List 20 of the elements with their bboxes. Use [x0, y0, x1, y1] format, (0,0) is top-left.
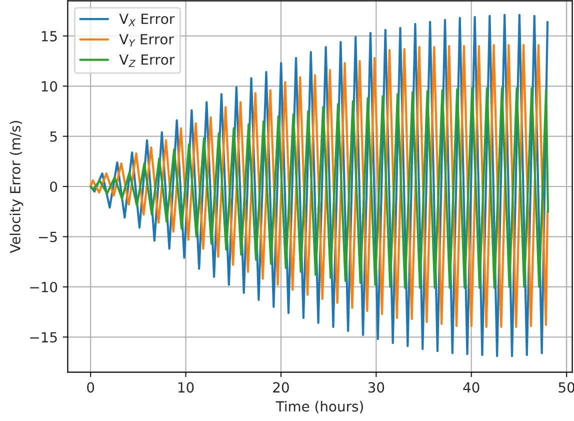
line-series — [90, 14, 549, 358]
legend-label: V$_{Y}$ Error — [119, 34, 174, 47]
y-tick-label: −15 — [30, 332, 57, 343]
y-tick-label: 10 — [42, 81, 58, 92]
x-tick-label: 30 — [368, 382, 384, 393]
y-tick-label: 0 — [50, 181, 58, 192]
x-tick-label: 20 — [273, 382, 289, 393]
line-series — [90, 87, 550, 289]
y-tick-label: 15 — [42, 31, 57, 42]
x-axis-title: Time (hours) — [276, 400, 363, 414]
x-tick-label: 10 — [178, 382, 194, 393]
y-tick-label: −10 — [30, 282, 58, 292]
legend-label: V$_{Z}$ Error — [119, 54, 175, 67]
x-tick-label: 50 — [558, 382, 574, 393]
y-tick-label: 5 — [50, 131, 57, 142]
y-axis-title: Velocity Error (m/s) — [10, 120, 24, 254]
legend-label: V$_{X}$ Error — [119, 14, 175, 26]
y-tick-label: −5 — [39, 232, 57, 242]
x-tick-label: 0 — [87, 382, 94, 393]
x-tick-label: 40 — [463, 382, 480, 393]
